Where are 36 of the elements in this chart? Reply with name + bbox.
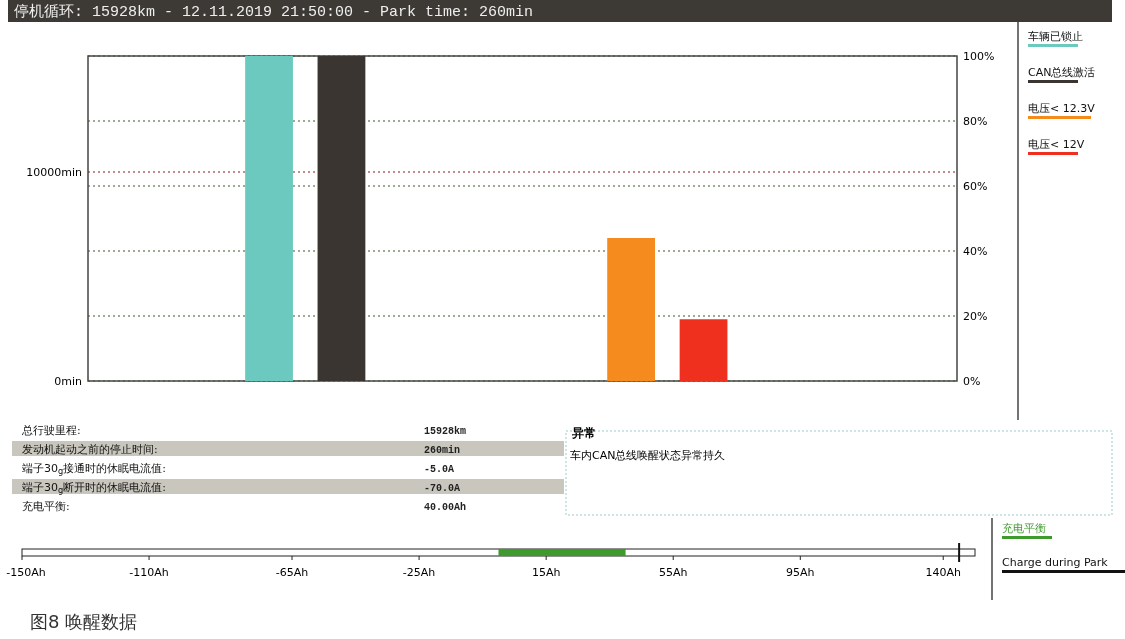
- text: 电压< 12V: [1028, 138, 1085, 151]
- text: -5.0A: [424, 464, 455, 475]
- text: 端子30$_{g}$断开时的休眠电流值:: [22, 481, 166, 495]
- chart-title: 停机循环: 15928km - 12.11.2019 21:50:00 - Park time: 260min: [14, 3, 534, 21]
- x-tick-label: -150Ah: [6, 566, 46, 579]
- x-tick-label: -110Ah: [129, 566, 169, 579]
- y2-tick-label: 100%: [963, 50, 995, 63]
- y2-tick-label: 0%: [963, 375, 981, 388]
- text: 端子30$_{g}$接通时的休眠电流值:: [22, 462, 166, 476]
- x-tick-label: 15Ah: [531, 566, 561, 579]
- text: 260min: [424, 445, 461, 456]
- x-tick-label: 140Ah: [925, 566, 961, 579]
- text: 40.00Ah: [424, 502, 467, 513]
- text: 发动机起动之前的停止时间:: [22, 443, 158, 456]
- x-tick-label: -25Ah: [402, 566, 436, 579]
- y-tick-label: 10000min: [26, 166, 83, 179]
- y2-tick-label: 60%: [963, 180, 988, 193]
- text: 15928km: [424, 426, 467, 437]
- text: 车内CAN总线唤醒状态异常持久: [570, 449, 726, 462]
- y2-tick-label: 80%: [963, 115, 988, 128]
- y2-tick-label: 20%: [963, 310, 988, 323]
- text: -70.0A: [424, 483, 461, 494]
- text: 车辆已锁止: [1028, 30, 1083, 43]
- x-tick-label: 55Ah: [658, 566, 688, 579]
- text: 充电平衡: [1002, 522, 1046, 535]
- ref-line-label: Charge during Park: [1002, 556, 1109, 569]
- caption: 图8 唤醒数据: [30, 611, 138, 632]
- text: CAN总线激活: [1028, 66, 1096, 79]
- text: 总行驶里程:: [21, 424, 81, 437]
- text: 充电平衡:: [22, 500, 70, 513]
- text: 异常: [571, 426, 596, 440]
- x-tick-label: -65Ah: [275, 566, 309, 579]
- y2-tick-label: 40%: [963, 245, 988, 258]
- text: 电压< 12.3V: [1028, 102, 1096, 115]
- x-tick-label: 95Ah: [786, 566, 815, 579]
- y-tick-label: 0min: [54, 375, 83, 388]
